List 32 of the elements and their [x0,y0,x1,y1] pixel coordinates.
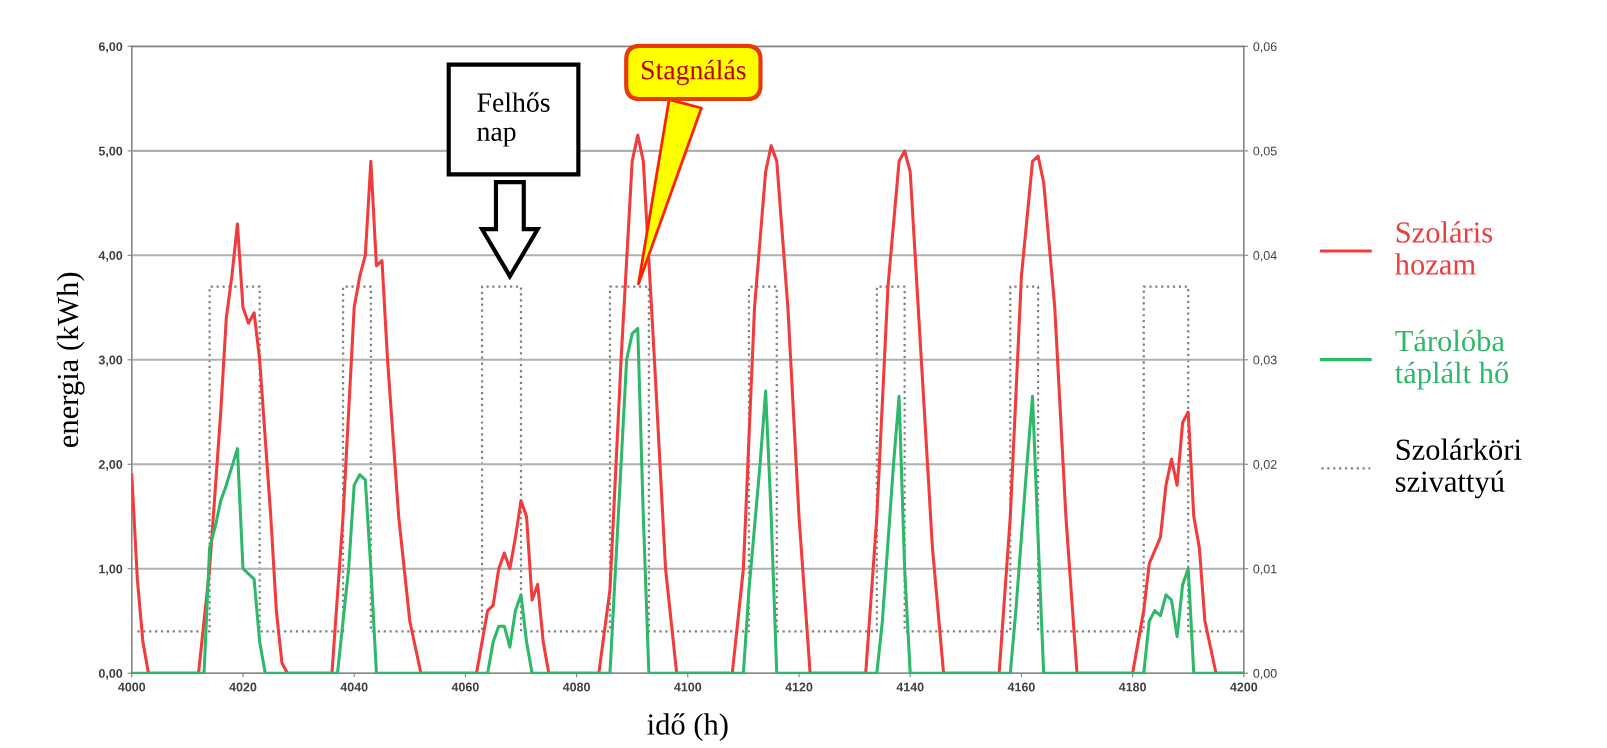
x-tick-label: 4000 [118,682,146,692]
x-tick-label: 4120 [785,682,813,692]
y-tick-label: 6,00 [98,42,123,53]
y2-tick-label: 0,00 [1253,669,1277,680]
x-tick-label: 4200 [1230,682,1258,692]
y2-tick-label: 0,04 [1253,251,1277,262]
legend-label: Szoláris hozam [1394,221,1493,275]
x-tick-label: 4020 [229,682,257,692]
x-tick-label: 4160 [1007,682,1035,692]
y2-tick-label: 0,01 [1253,564,1277,575]
annotation: Felhős nap [477,92,550,147]
y2-tick-label: 0,03 [1253,355,1277,366]
y-tick-label: 0,00 [98,669,123,680]
legend-label: Tárolóba táplált hő [1394,329,1509,390]
y-tick-label: 2,00 [98,460,123,471]
annotation: Stagnálás [641,59,746,86]
y-tick-label: 5,00 [98,146,123,158]
legend-label: Szolárköri szivattyú [1395,438,1522,499]
x-tick-label: 4080 [562,682,590,692]
y2-tick-label: 0,05 [1253,146,1277,157]
y2-tick-label: 0,06 [1253,42,1277,53]
x-tick-label: 4060 [451,682,479,692]
x-tick-label: 4180 [1118,682,1147,692]
y-tick-label: 3,00 [98,355,123,367]
y-tick-label: 1,00 [99,564,123,576]
y-axis-title: energia (kWh) [56,272,85,447]
x-tick-label: 4040 [340,682,368,692]
y-tick-label: 4,00 [98,251,123,262]
y2-tick-label: 0,02 [1253,460,1277,471]
x-tick-label: 4140 [896,682,924,692]
x-tick-label: 4100 [674,682,702,692]
x-axis-title: idő (h) [647,713,728,742]
